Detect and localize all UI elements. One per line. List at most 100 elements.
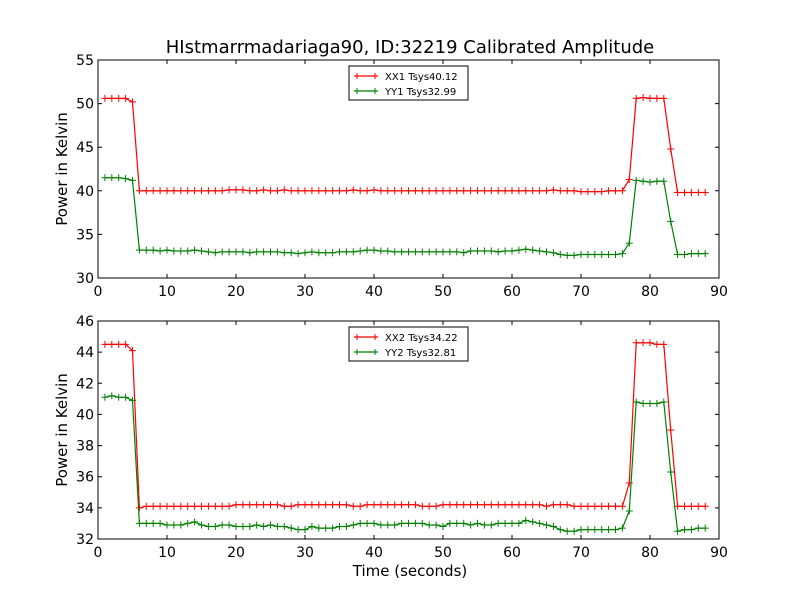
data-point: [543, 521, 550, 529]
data-point: [211, 523, 219, 531]
data-point: [377, 501, 385, 509]
data-point: [253, 187, 261, 195]
data-point: [591, 526, 599, 534]
data-point: [398, 187, 406, 195]
data-point: [439, 187, 447, 195]
data-point: [591, 250, 599, 258]
data-point: [625, 507, 633, 515]
data-point: [163, 246, 171, 254]
data-point: [467, 501, 475, 509]
chart-title: HIstmarrmadariaga90, ID:32219 Calibrated…: [166, 37, 654, 58]
x-tick-label: 20: [227, 284, 245, 300]
data-point: [494, 187, 502, 195]
data-point: [273, 187, 281, 195]
data-point: [191, 502, 199, 510]
data-point: [246, 523, 254, 531]
data-point: [570, 527, 578, 535]
data-point: [522, 245, 530, 253]
data-point: [556, 526, 564, 534]
data-point: [301, 526, 309, 534]
x-tick-label: 90: [710, 284, 728, 300]
data-point: [508, 501, 516, 509]
data-point: [170, 521, 178, 529]
data-point: [549, 523, 557, 531]
data-point: [239, 248, 247, 256]
data-point: [253, 501, 261, 509]
data-point: [363, 519, 371, 527]
x-tick-label: 70: [572, 284, 590, 300]
data-point: [287, 502, 295, 510]
data-point: [674, 527, 682, 535]
data-point: [480, 247, 488, 255]
data-point: [301, 249, 309, 257]
data-point: [336, 187, 343, 195]
y-tick-label: 50: [76, 97, 94, 113]
data-point: [522, 501, 530, 509]
data-point: [605, 526, 613, 534]
y-tick-label: 30: [76, 271, 94, 287]
data-point: [674, 250, 682, 258]
data-point: [411, 248, 419, 256]
data-point: [177, 502, 185, 510]
data-point: [198, 247, 205, 255]
x-tick-label: 10: [158, 284, 176, 300]
data-point: [329, 187, 337, 195]
data-point: [191, 187, 199, 195]
data-point: [598, 526, 606, 534]
data-point: [315, 501, 323, 509]
data-point: [612, 502, 619, 510]
data-point: [315, 249, 323, 257]
data-point: [322, 501, 330, 509]
data-point: [273, 523, 281, 531]
data-point: [342, 523, 350, 531]
data-point: [584, 250, 592, 258]
data-point: [563, 251, 571, 259]
data-point: [646, 400, 654, 408]
data-point: [273, 501, 281, 509]
data-point: [336, 501, 343, 509]
data-point: [474, 247, 481, 255]
data-point: [329, 501, 337, 509]
data-point: [598, 502, 606, 510]
data-point: [432, 187, 440, 195]
data-point: [218, 521, 226, 529]
series-2: [101, 174, 709, 259]
data-point: [163, 521, 171, 529]
data-point: [163, 502, 171, 510]
y-tick-label: 40: [76, 407, 94, 423]
data-point: [618, 250, 626, 258]
y-tick-label: 46: [76, 314, 94, 330]
data-point: [453, 519, 461, 527]
data-point: [480, 521, 488, 529]
y-tick-label: 42: [76, 376, 94, 392]
data-point: [605, 250, 613, 258]
data-point: [377, 187, 385, 195]
data-point: [101, 174, 109, 182]
data-point: [460, 501, 468, 509]
data-point: [501, 519, 509, 527]
data-point: [177, 187, 185, 195]
data-point: [329, 524, 337, 532]
data-point: [529, 187, 537, 195]
y-tick-label: 34: [76, 501, 94, 517]
series-1: [101, 93, 709, 197]
data-point: [494, 519, 502, 527]
data-point: [584, 188, 592, 196]
data-point: [129, 176, 136, 184]
data-point: [405, 519, 412, 527]
data-point: [563, 501, 571, 509]
data-point: [411, 187, 419, 195]
data-point: [198, 502, 205, 510]
chart-panels: 0 10 20 30 40 50 60 70 80 90 30 35 40 45 50 55 Power in …: [53, 53, 728, 561]
x-tick-label: 80: [641, 284, 659, 300]
data-point: [239, 501, 247, 509]
x-tick-label: 0: [94, 545, 103, 561]
data-point: [487, 521, 495, 529]
y-tick-label: 40: [76, 184, 94, 200]
data-point: [232, 186, 240, 194]
y-axis-label: Power in Kelvin: [53, 112, 71, 226]
data-point: [315, 187, 323, 195]
data-point: [391, 501, 399, 509]
x-tick-label: 50: [434, 545, 452, 561]
data-point: [660, 94, 668, 102]
